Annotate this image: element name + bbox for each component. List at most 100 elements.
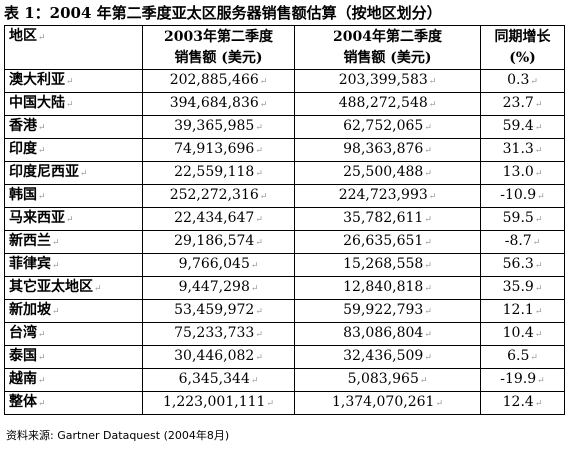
sales-2003-cell-value: 202,885,466 — [169, 72, 259, 88]
growth-cell: 35.9↵ — [480, 276, 565, 300]
table-body: 地区↵ 2003年第二季度 销售额 (美元) 2004年第二季度 销售额 (美元) … — [4, 25, 565, 415]
paragraph-mark-icon: ↵ — [266, 399, 274, 409]
paragraph-mark-icon: ↵ — [530, 353, 538, 363]
region-cell: 印度尼西亚↵ — [4, 161, 143, 185]
sales-2004-cell: 59,922,793↵ — [294, 299, 481, 323]
sales-2003-cell-value: 394,684,836 — [169, 95, 259, 111]
growth-cell: 12.4↵ — [480, 391, 565, 415]
header-growth-line1: 同期增长 — [494, 28, 551, 45]
sales-2003-cell-value: 1,223,001,111 — [163, 394, 266, 410]
sales-2003-cell-value: 74,913,696 — [174, 141, 255, 157]
paragraph-mark-icon: ↵ — [255, 146, 263, 156]
header-growth: 同期增长 (%) — [480, 25, 565, 70]
region-cell: 澳大利亚↵ — [4, 69, 143, 93]
sales-2003-cell: 6,345,344↵ — [142, 368, 295, 392]
sales-2003-cell-value: 39,365,985 — [174, 118, 255, 134]
growth-cell-value: 6.5 — [507, 348, 530, 364]
paragraph-mark-icon: ↵ — [38, 376, 46, 386]
paragraph-mark-icon: ↵ — [534, 169, 543, 179]
sales-2003-cell: 39,365,985↵ — [142, 115, 295, 139]
header-2004-sales: 2004年第二季度 销售额 (美元) — [294, 25, 481, 70]
sales-2003-cell: 1,223,001,111↵ — [142, 391, 295, 415]
table-row: 整体↵ 1,223,001,111↵ 1,374,070,261↵ 12.4↵ — [4, 391, 565, 415]
header-2004-line2: 销售额 (美元) — [343, 49, 432, 66]
header-2003-line2: 销售额 (美元) — [174, 49, 263, 66]
table-row: 韩国↵ 252,272,316↵ 224,723,993↵ -10.9↵ — [4, 184, 565, 208]
paragraph-mark-icon: ↵ — [66, 215, 74, 225]
header-region-label: 地区 — [9, 28, 37, 44]
sales-2004-cell-value: 12,840,818 — [343, 279, 424, 295]
paragraph-mark-icon: ↵ — [534, 146, 543, 156]
paragraph-mark-icon: ↵ — [537, 192, 545, 202]
sales-2003-cell: 22,434,647↵ — [142, 207, 295, 231]
region-cell-value: 菲律宾 — [9, 256, 51, 272]
source-note: 资料来源: Gartner Dataquest (2004年8月) — [6, 429, 230, 442]
region-cell-value: 印度尼西亚 — [9, 164, 79, 180]
paragraph-mark-icon: ↵ — [534, 330, 543, 340]
paragraph-mark-icon: ↵ — [424, 307, 432, 317]
header-2003-line1: 2003年第二季度 — [164, 28, 273, 45]
sales-2004-cell: 26,635,651↵ — [294, 230, 481, 254]
sales-2004-cell-value: 26,635,651 — [343, 233, 424, 249]
paragraph-mark-icon: ↵ — [255, 215, 263, 225]
sales-2004-cell: 488,272,548↵ — [294, 92, 481, 116]
paragraph-mark-icon: ↵ — [94, 284, 102, 294]
paragraph-mark-icon: ↵ — [255, 353, 263, 363]
paragraph-mark-icon: ↵ — [537, 376, 545, 386]
sales-2004-cell: 203,399,583↵ — [294, 69, 481, 93]
growth-cell: 59.4↵ — [480, 115, 565, 139]
table-row: 印度↵ 74,913,696↵ 98,363,876↵ 31.3↵ — [4, 138, 565, 162]
paragraph-mark-icon: ↵ — [52, 261, 60, 271]
paragraph-mark-icon: ↵ — [38, 330, 46, 340]
growth-cell: 31.3↵ — [480, 138, 565, 162]
paragraph-mark-icon: ↵ — [66, 100, 74, 110]
region-cell: 其它亚太地区↵ — [4, 276, 143, 300]
paragraph-mark-icon: ↵ — [428, 100, 437, 110]
region-cell: 韩国↵ — [4, 184, 143, 208]
sales-2004-cell: 25,500,488↵ — [294, 161, 481, 185]
sales-2004-cell-value: 83,086,804 — [343, 325, 424, 341]
growth-cell-value: 31.3 — [502, 141, 534, 157]
growth-cell-value: 59.4 — [502, 118, 534, 134]
paragraph-mark-icon: ↵ — [435, 399, 443, 409]
table-row: 越南↵ 6,345,344↵ 5,083,965↵ -19.9↵ — [4, 368, 565, 392]
growth-cell-value: 59.5 — [502, 210, 534, 226]
sales-2004-cell-value: 1,374,070,261 — [332, 394, 435, 410]
growth-cell-value: 12.4 — [502, 394, 534, 410]
paragraph-mark-icon: ↵ — [259, 192, 268, 202]
sales-2003-cell: 394,684,836↵ — [142, 92, 295, 116]
table-row: 印度尼西亚↵ 22,559,118↵ 25,500,488↵ 13.0↵ — [4, 161, 565, 185]
paragraph-mark-icon: ↵ — [419, 376, 428, 386]
sales-2004-cell-value: 15,268,558 — [343, 256, 424, 272]
growth-cell-value: 13.0 — [502, 164, 534, 180]
sales-2004-cell-value: 32,436,509 — [343, 348, 424, 364]
region-cell-value: 韩国 — [9, 187, 37, 203]
region-cell: 整体↵ — [4, 391, 143, 415]
region-cell-value: 其它亚太地区 — [9, 279, 93, 295]
header-region: 地区↵ — [4, 25, 143, 70]
paragraph-mark-icon: ↵ — [534, 399, 543, 409]
paragraph-mark-icon: ↵ — [534, 100, 543, 110]
growth-cell-value: 10.4 — [502, 325, 534, 341]
growth-cell-value: -8.7 — [504, 233, 532, 249]
table-row: 中国大陆↵ 394,684,836↵ 488,272,548↵ 23.7↵ — [4, 92, 565, 116]
sales-2004-cell-value: 488,272,548 — [338, 95, 428, 111]
table-row: 泰国↵ 30,446,082↵ 32,436,509↵ 6.5↵ — [4, 345, 565, 369]
table-row: 台湾↵ 75,233,733↵ 83,086,804↵ 10.4↵ — [4, 322, 565, 346]
growth-cell-value: 35.9 — [502, 279, 534, 295]
sales-2003-cell: 53,459,972↵ — [142, 299, 295, 323]
region-cell-value: 澳大利亚 — [9, 72, 65, 88]
region-cell: 马来西亚↵ — [4, 207, 143, 231]
paragraph-mark-icon: ↵ — [424, 146, 432, 156]
sales-2003-cell: 29,186,574↵ — [142, 230, 295, 254]
sales-table: 地区↵ 2003年第二季度 销售额 (美元) 2004年第二季度 销售额 (美元) … — [4, 25, 565, 415]
region-cell-value: 香港 — [9, 118, 37, 134]
paragraph-mark-icon: ↵ — [424, 261, 432, 271]
sales-2004-cell: 83,086,804↵ — [294, 322, 481, 346]
paragraph-mark-icon: ↵ — [534, 215, 543, 225]
sales-2004-cell-value: 25,500,488 — [343, 164, 424, 180]
growth-cell-value: 23.7 — [502, 95, 534, 111]
sales-2004-cell: 62,752,065↵ — [294, 115, 481, 139]
sales-2004-cell-value: 203,399,583 — [338, 72, 428, 88]
paragraph-mark-icon: ↵ — [534, 284, 543, 294]
